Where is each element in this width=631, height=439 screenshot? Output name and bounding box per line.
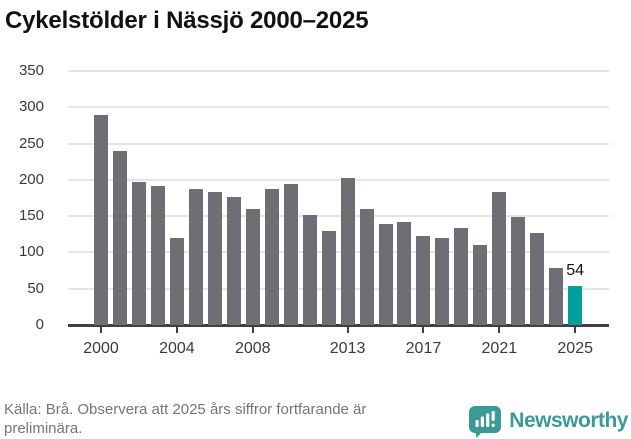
y-axis-label-50: 50	[27, 279, 44, 297]
bar-2025	[568, 285, 583, 325]
gridline-50	[68, 287, 609, 290]
bar-2011	[302, 215, 317, 325]
bar-2004	[169, 237, 184, 325]
bar-2000	[94, 115, 108, 325]
bar-2010	[283, 184, 298, 325]
x-axis-label-2000: 2000	[83, 340, 119, 357]
newsworthy-logo-text: Newsworthy	[509, 408, 628, 432]
y-axis-label-150: 150	[18, 207, 44, 225]
y-axis-label-0: 0	[35, 316, 44, 333]
bar-2005	[188, 188, 203, 325]
bar-2009	[264, 188, 279, 325]
bar-2016	[397, 221, 412, 325]
gridline-150	[68, 215, 609, 218]
bar-2012	[321, 231, 336, 325]
gridline-200	[68, 178, 609, 181]
gridline-100	[68, 251, 609, 254]
x-axis-label-2013: 2013	[329, 340, 366, 357]
x-axis-label-2008: 2008	[234, 340, 271, 357]
x-axis-label-2017: 2017	[405, 340, 442, 357]
bar-2006	[207, 192, 222, 325]
bar-2022	[511, 216, 526, 325]
bar-2014	[359, 208, 374, 325]
bar-2007	[226, 196, 241, 325]
bar-2019	[454, 227, 469, 325]
bar-2017	[416, 236, 431, 325]
x-axis-line	[68, 324, 609, 327]
x-tick-2008	[251, 327, 254, 333]
bar-2003	[150, 186, 165, 325]
bar-2015	[378, 224, 393, 325]
gridline-300	[68, 106, 609, 109]
source-note: Källa: Brå. Observera att 2025 års siffr…	[4, 401, 367, 437]
bar-2024	[549, 268, 564, 325]
bar-2002	[131, 182, 146, 325]
x-tick-2017	[422, 327, 425, 333]
bar-2023	[530, 232, 545, 325]
y-axis-label-300: 300	[18, 98, 44, 116]
x-axis-label-2004: 2004	[159, 340, 195, 357]
newsworthy-logo-icon	[468, 403, 502, 438]
gridline-350	[68, 70, 609, 72]
x-tick-2000	[100, 327, 102, 333]
bar-2018	[435, 237, 450, 325]
y-axis-label-200: 200	[18, 170, 44, 188]
bar-2021	[492, 192, 507, 325]
y-axis-label-100: 100	[18, 243, 44, 261]
x-axis-label-2021: 2021	[481, 340, 518, 357]
newsworthy-logo[interactable]: Newsworthy	[468, 403, 628, 438]
x-tick-2025	[574, 327, 577, 333]
bar-2008	[245, 208, 260, 325]
bar-2001	[112, 150, 127, 325]
x-tick-2004	[175, 327, 178, 333]
highlight-value-label: 54	[566, 261, 585, 279]
x-axis-label-2025: 2025	[557, 340, 593, 357]
x-tick-2013	[346, 327, 349, 333]
gridline-250	[68, 142, 609, 145]
bar-2020	[473, 245, 488, 325]
x-tick-2021	[498, 327, 501, 333]
bar-2013	[340, 178, 355, 325]
y-axis-label-250: 250	[18, 134, 44, 152]
chart-title: Cykelstölder i Nässjö 2000–2025	[5, 7, 369, 34]
y-axis-label-350: 350	[18, 62, 44, 79]
